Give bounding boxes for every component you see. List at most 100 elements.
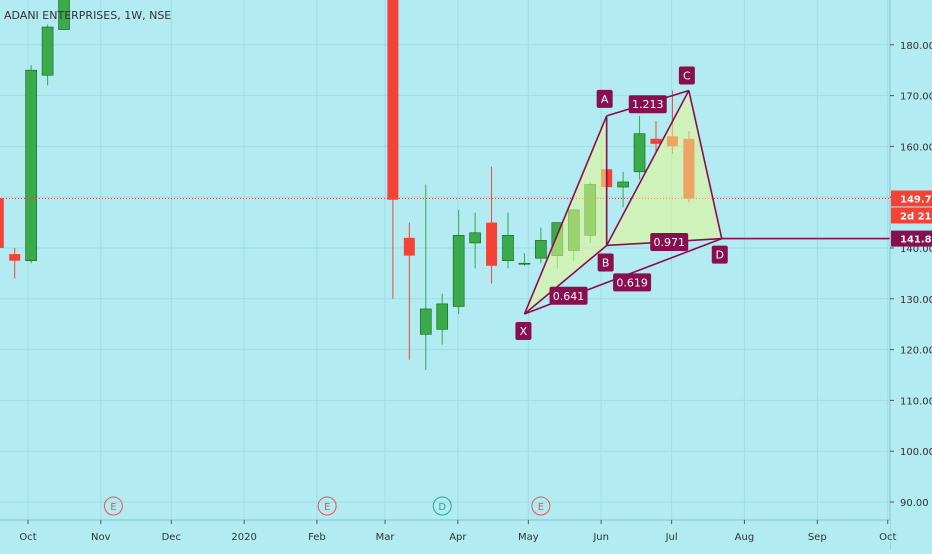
leg-bc: [605, 90, 690, 246]
candle: [9, 248, 21, 279]
candle: [387, 0, 399, 299]
ratio-label[interactable]: 0.619: [613, 273, 652, 292]
candle: [469, 212, 481, 269]
ratio-text: 0.641: [553, 290, 585, 303]
candle: [633, 115, 646, 180]
price-tick-label: 120.00: [900, 346, 932, 357]
earnings-marker[interactable]: E: [317, 496, 337, 516]
time-tick-label: Oct: [879, 532, 896, 543]
pattern-point-c[interactable]: C: [678, 66, 695, 85]
candle: [502, 212, 514, 269]
candle-body: [617, 181, 629, 188]
candle-body: [535, 240, 547, 259]
event-marker-label: E: [538, 502, 544, 513]
candle-body: [419, 308, 432, 335]
pattern-point-d[interactable]: D: [711, 245, 728, 264]
candle: [486, 166, 498, 284]
ratio-label[interactable]: 0.641: [549, 286, 588, 305]
leg-cd: [688, 90, 723, 239]
last-price-tag-text: 149.75: [900, 194, 932, 205]
event-marker-circle: [317, 496, 337, 516]
time-tick-label: May: [518, 532, 539, 543]
earnings-marker[interactable]: E: [103, 496, 123, 516]
time-tick-label: Dec: [162, 532, 181, 543]
candle-body: [518, 262, 531, 265]
candle: [58, 0, 70, 30]
time-tick-label: Jul: [665, 532, 678, 543]
leg-xb: [523, 244, 608, 315]
time-axis-bg: [0, 520, 890, 550]
candle: [419, 184, 432, 370]
time-axis[interactable]: Oct Nov Dec 2020 Feb Mar Apr May Jun Jul Aug Sep Oct: [0, 519, 896, 550]
candle: [452, 209, 465, 315]
time-tick-label: Nov: [91, 532, 111, 543]
price-axis[interactable]: 90.00100.00110.00120.00130.00140.00150.0…: [889, 0, 932, 550]
dividend-marker[interactable]: D: [432, 496, 452, 516]
pattern-point-b[interactable]: B: [597, 253, 614, 272]
point-badge: [597, 253, 614, 272]
candle-body: [41, 26, 54, 76]
point-label: B: [602, 256, 610, 269]
ratio-text: 0.971: [653, 236, 685, 249]
candle-body: [452, 235, 465, 307]
pattern-triangle-bcd: [606, 90, 722, 246]
ratio-badge: [613, 273, 652, 292]
ratio-label[interactable]: 1.213: [628, 95, 667, 114]
point-badge: [596, 89, 613, 108]
ratio-text: 0.619: [616, 276, 648, 289]
candle: [650, 121, 662, 152]
level-price-tag[interactable]: 141.85: [891, 230, 932, 247]
pattern-point-a[interactable]: A: [596, 89, 613, 108]
candle: [25, 65, 37, 264]
point-label: A: [601, 93, 609, 106]
candle-body: [25, 69, 37, 261]
ratio-badge: [549, 286, 588, 305]
candle-body: [486, 222, 498, 266]
event-marker-circle: [432, 496, 452, 516]
price-tick-label: 100.00: [900, 447, 932, 458]
candle: [535, 227, 547, 264]
event-marker-label: D: [438, 502, 446, 513]
candle: [617, 171, 629, 208]
earnings-marker[interactable]: E: [531, 496, 551, 516]
candle: [518, 253, 531, 266]
price-tick-label: 180.00: [900, 41, 932, 52]
event-marker-circle: [531, 496, 551, 516]
pattern-point-x[interactable]: X: [515, 322, 532, 341]
point-badge: [678, 66, 695, 85]
event-marker-circle: [103, 496, 123, 516]
last-price-tag[interactable]: 149.75: [891, 190, 932, 207]
countdown-tag-bg: [891, 207, 932, 224]
time-tick-label: Oct: [19, 532, 36, 543]
event-marker-label: E: [324, 502, 330, 513]
price-tick-label: 160.00: [900, 142, 932, 153]
candle: [403, 222, 415, 360]
point-label: D: [716, 249, 724, 262]
time-tick-label: Apr: [449, 532, 467, 543]
point-label: C: [683, 70, 691, 83]
candle-body: [502, 235, 514, 262]
candle: [41, 24, 54, 86]
price-tick-label: 90.00: [900, 498, 929, 509]
candle: [436, 293, 449, 345]
candle-body: [403, 237, 415, 256]
time-tick-label: Sep: [808, 532, 827, 543]
candle-body: [436, 303, 449, 330]
ratio-badge: [628, 95, 667, 114]
ratio-label[interactable]: 0.971: [650, 233, 689, 252]
countdown-tag[interactable]: 2d 21h: [891, 207, 932, 224]
time-tick-label: Jun: [592, 532, 609, 543]
time-tick-label: Mar: [376, 532, 396, 543]
price-tick-label: 130.00: [900, 295, 932, 306]
price-tick-label: 140.00: [900, 244, 932, 255]
harmonic-pattern[interactable]: X A B C D 0.641 1.213 0.971 0.619: [0, 66, 890, 341]
time-tick-label: 2020: [231, 532, 256, 543]
level-price-tag-text: 141.85: [900, 235, 932, 246]
grid: [0, 0, 890, 520]
candle-body: [387, 0, 399, 200]
chart-title: ADANI ENTERPRISES, 1W, NSE: [4, 9, 172, 22]
price-axis-bg: [890, 0, 932, 550]
